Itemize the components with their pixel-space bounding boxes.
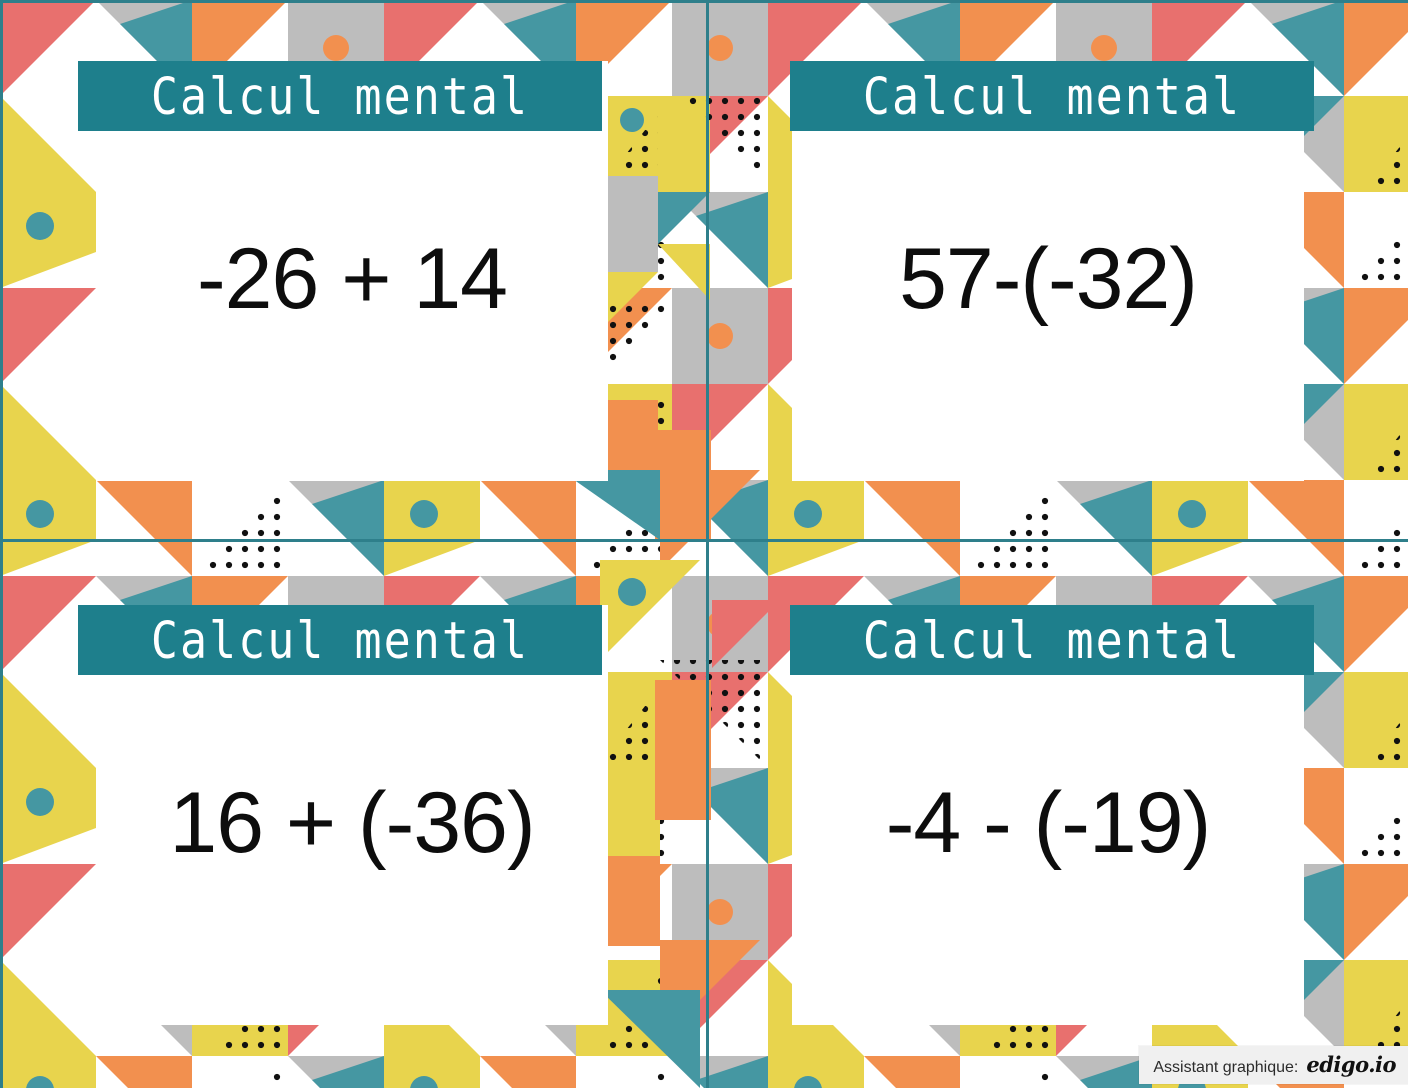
sheet-top-border bbox=[0, 0, 1408, 3]
card-body: 57-(-32) bbox=[792, 61, 1304, 481]
watermark-label: Assistant graphique: bbox=[1153, 1059, 1299, 1076]
sheet-left-border bbox=[0, 0, 3, 1088]
card-top-right[interactable]: 57-(-32) Calcul mental bbox=[704, 0, 1408, 544]
card-title-text: Calcul mental bbox=[862, 66, 1242, 126]
card-bottom-right[interactable]: -4 - (-19) Calcul mental bbox=[704, 544, 1408, 1088]
card-title-banner: Calcul mental bbox=[78, 61, 602, 131]
card-title-banner: Calcul mental bbox=[790, 61, 1314, 131]
card-body: 16 + (-36) bbox=[96, 605, 608, 1025]
crop-guide-vertical bbox=[706, 0, 709, 1088]
card-body: -26 + 14 bbox=[96, 61, 608, 481]
card-body: -4 - (-19) bbox=[792, 605, 1304, 1025]
card-title-banner: Calcul mental bbox=[790, 605, 1314, 675]
expression-text: -4 - (-19) bbox=[885, 774, 1211, 871]
crop-guide-horizontal bbox=[0, 539, 1408, 542]
card-title-text: Calcul mental bbox=[150, 66, 530, 126]
card-top-left[interactable]: -26 + 14 Calcul mental bbox=[0, 0, 704, 544]
card-title-banner: Calcul mental bbox=[78, 605, 602, 675]
expression-text: 57-(-32) bbox=[899, 230, 1198, 327]
card-bottom-left[interactable]: 16 + (-36) Calcul mental bbox=[0, 544, 704, 1088]
watermark-brand: edigo.io bbox=[1306, 1052, 1396, 1077]
expression-text: 16 + (-36) bbox=[169, 774, 535, 871]
expression-text: -26 + 14 bbox=[197, 230, 508, 327]
card-title-text: Calcul mental bbox=[150, 610, 530, 670]
card-title-text: Calcul mental bbox=[862, 610, 1242, 670]
watermark-badge: Assistant graphique: edigo.io bbox=[1139, 1046, 1408, 1084]
